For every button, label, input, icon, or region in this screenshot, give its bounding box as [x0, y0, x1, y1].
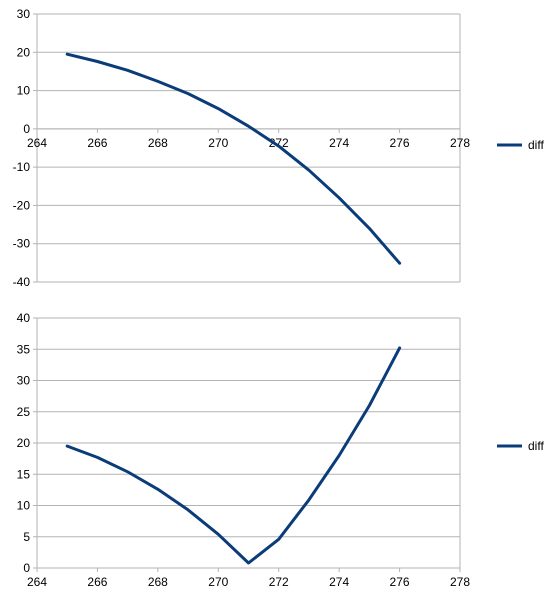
x-tick-label: 274: [329, 136, 349, 150]
y-tick-label: 15: [17, 467, 31, 481]
x-tick-label: 268: [148, 575, 168, 589]
chart-1: 30 20 10 0 -10 -20 -30 -40 264 266 268 270 272 274 276…: [13, 7, 545, 289]
y-tick-label: -10: [13, 160, 31, 174]
x-tick-label: 274: [329, 575, 349, 589]
x-tick-label: 270: [208, 136, 228, 150]
x-tick-label: 276: [390, 136, 410, 150]
legend: diff: [497, 439, 544, 453]
x-tick-label: 272: [269, 136, 289, 150]
y-tick-label: 30: [17, 7, 31, 21]
y-tick-label: 35: [17, 342, 31, 356]
y-tick-label: 30: [17, 374, 31, 388]
x-tick-label: 278: [450, 136, 470, 150]
series-line-diff: [65, 346, 402, 565]
y-tick-label: -20: [13, 198, 31, 212]
series-line-diff: [65, 52, 402, 265]
y-tick-label: 5: [23, 530, 30, 544]
y-tick-label: 40: [17, 311, 31, 325]
x-tick-label: 276: [390, 575, 410, 589]
x-tick-label: 272: [269, 575, 289, 589]
y-tick-label: -30: [13, 237, 31, 251]
legend-label: diff: [528, 138, 544, 152]
y-tick-label: 20: [17, 45, 31, 59]
legend: diff: [497, 138, 544, 152]
y-tick-label: 10: [17, 84, 31, 98]
x-tick-label: 266: [87, 575, 107, 589]
x-tick-label: 270: [208, 575, 228, 589]
y-tick-label: 0: [23, 561, 30, 575]
y-tick-label: 0: [23, 122, 30, 136]
y-tick-label: 20: [17, 436, 31, 450]
x-tick-label: 264: [27, 136, 47, 150]
y-tick-label: 25: [17, 405, 31, 419]
x-tick-label: 266: [87, 136, 107, 150]
legend-label: diff: [528, 439, 544, 453]
x-tick-label: 278: [450, 575, 470, 589]
x-tick-label: 264: [27, 575, 47, 589]
x-tick-label: 268: [148, 136, 168, 150]
y-tick-label: -40: [13, 275, 31, 289]
y-tick-label: 10: [17, 499, 31, 513]
